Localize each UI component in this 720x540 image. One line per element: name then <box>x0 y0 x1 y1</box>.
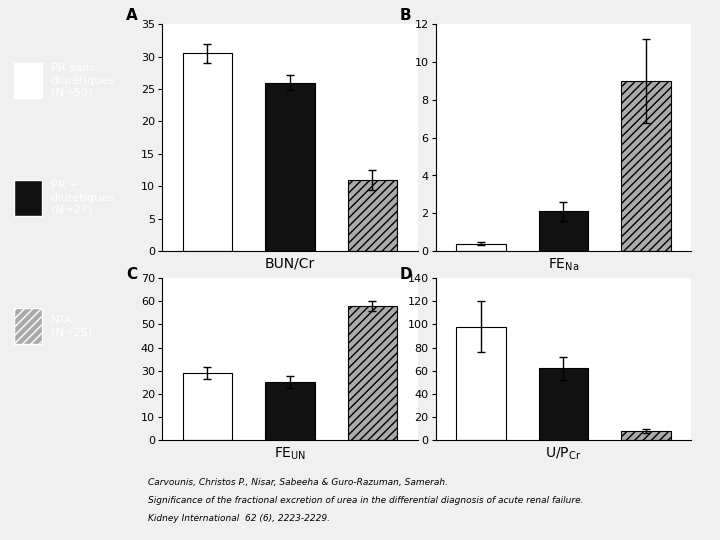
Bar <box>539 368 588 440</box>
Bar <box>265 83 315 251</box>
Bar <box>456 327 505 440</box>
Bar <box>14 308 42 344</box>
X-axis label: FE$_{\rm UN}$: FE$_{\rm UN}$ <box>274 446 306 462</box>
Bar <box>14 63 42 98</box>
Text: PR sans
diurétiques
(N=50): PR sans diurétiques (N=50) <box>50 63 115 98</box>
Bar <box>621 431 670 440</box>
X-axis label: FE$_{\rm Na}$: FE$_{\rm Na}$ <box>548 256 579 273</box>
Text: PR +
diurétiques
(N=27): PR + diurétiques (N=27) <box>50 180 115 215</box>
Text: B: B <box>400 9 411 23</box>
Text: Kidney International  62 (6), 2223-2229.: Kidney International 62 (6), 2223-2229. <box>148 514 330 523</box>
Text: C: C <box>126 267 138 282</box>
Bar <box>621 81 670 251</box>
Text: Carvounis, Christos P., Nisar, Sabeeha & Guro-Razuman, Samerah.: Carvounis, Christos P., Nisar, Sabeeha &… <box>148 478 448 487</box>
Bar <box>183 53 232 251</box>
Bar <box>265 382 315 440</box>
Bar <box>14 180 42 215</box>
Bar <box>348 306 397 440</box>
Text: A: A <box>126 9 138 23</box>
Bar <box>456 244 505 251</box>
X-axis label: BUN/Cr: BUN/Cr <box>265 256 315 271</box>
Text: Significance of the fractional excretion of urea in the differential diagnosis o: Significance of the fractional excretion… <box>148 496 583 505</box>
Text: NTA
(N=25): NTA (N=25) <box>50 315 92 337</box>
Bar <box>348 180 397 251</box>
Text: D: D <box>400 267 413 282</box>
X-axis label: U/P$_{\rm Cr}$: U/P$_{\rm Cr}$ <box>545 446 582 462</box>
Bar <box>539 211 588 251</box>
Bar <box>183 373 232 440</box>
